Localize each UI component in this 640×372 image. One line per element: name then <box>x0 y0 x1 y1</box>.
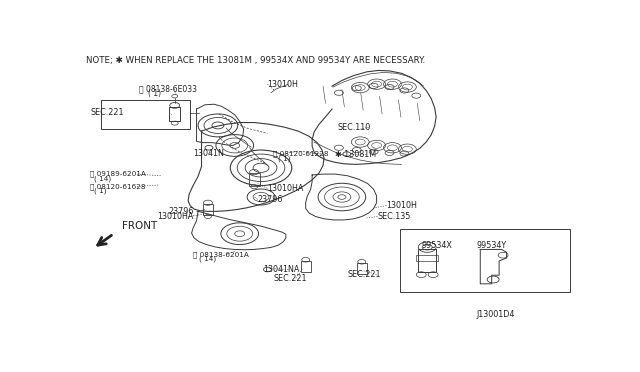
Text: ( 1): ( 1) <box>94 187 106 194</box>
Bar <box>169 107 180 121</box>
Text: 13010H: 13010H <box>268 80 298 89</box>
Text: 13010HA: 13010HA <box>268 184 304 193</box>
Text: ( 1): ( 1) <box>148 89 161 99</box>
Bar <box>203 203 213 215</box>
Bar <box>416 254 438 261</box>
Bar <box>419 250 436 272</box>
Text: 13041NA: 13041NA <box>264 265 300 274</box>
Text: ( 14): ( 14) <box>199 256 216 262</box>
Bar <box>101 100 190 129</box>
Text: Ⓑ 08120-61228: Ⓑ 08120-61228 <box>273 151 329 157</box>
Text: ( 1): ( 1) <box>278 156 291 163</box>
Text: ( 14): ( 14) <box>94 176 111 182</box>
Text: J13001D4: J13001D4 <box>477 310 515 319</box>
Text: Ⓑ 09189-6201A: Ⓑ 09189-6201A <box>90 171 146 177</box>
Text: SEC.135: SEC.135 <box>378 212 411 221</box>
Text: Ⓑ 08138-6E033: Ⓑ 08138-6E033 <box>138 84 196 93</box>
Text: Ⓑ 08138-6201A: Ⓑ 08138-6201A <box>193 251 249 258</box>
Text: SEC.221: SEC.221 <box>348 270 381 279</box>
Text: 13041N: 13041N <box>193 149 224 158</box>
Text: 99534Y: 99534Y <box>477 241 507 250</box>
Text: 23796: 23796 <box>168 207 194 216</box>
Bar <box>356 263 367 274</box>
Text: SEC.221: SEC.221 <box>273 275 307 283</box>
Text: 99534X: 99534X <box>421 241 452 250</box>
Text: 13010HA: 13010HA <box>157 212 193 221</box>
Text: 13010H: 13010H <box>387 201 417 210</box>
Text: ✱ 13081M: ✱ 13081M <box>335 150 376 158</box>
Text: Ⓑ 08120-61628: Ⓑ 08120-61628 <box>90 183 145 190</box>
Bar <box>249 173 260 186</box>
Text: SEC.221: SEC.221 <box>91 108 124 117</box>
Text: SEC.110: SEC.110 <box>338 123 371 132</box>
Bar <box>301 261 310 272</box>
Text: 23796: 23796 <box>257 195 283 204</box>
Text: FRONT: FRONT <box>122 221 157 231</box>
Bar <box>400 228 570 292</box>
Text: NOTE; ✱ WHEN REPLACE THE 13081M , 99534X AND 99534Y ARE NECESSARY.: NOTE; ✱ WHEN REPLACE THE 13081M , 99534X… <box>86 55 425 64</box>
